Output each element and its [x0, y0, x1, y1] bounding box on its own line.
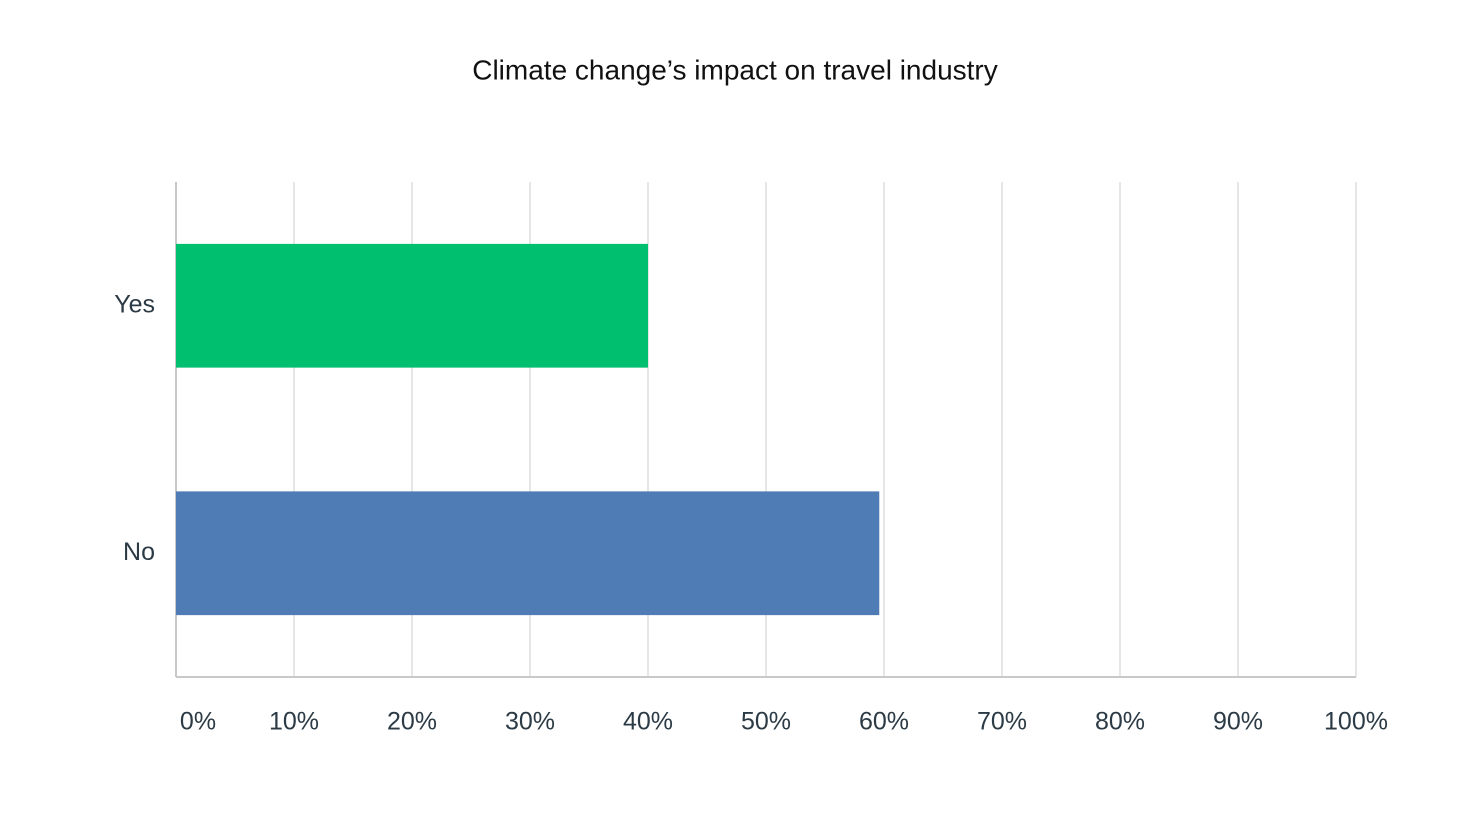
x-tick-label: 20% [387, 708, 437, 736]
x-tick-label: 30% [505, 708, 555, 736]
x-tick-label: 10% [269, 708, 319, 736]
bar [176, 491, 880, 616]
x-tick-label: 40% [623, 708, 673, 736]
y-tick-label: Yes [114, 290, 155, 318]
bar [176, 243, 648, 368]
x-tick-label: 100% [1324, 708, 1388, 736]
x-tick-label: 0% [180, 708, 216, 736]
x-tick-label: 70% [977, 708, 1027, 736]
chart-title: Climate change’s impact on travel indust… [472, 54, 998, 85]
x-tick-label: 90% [1213, 708, 1263, 736]
x-tick-label: 50% [741, 708, 791, 736]
x-tick-label: 60% [859, 708, 909, 736]
y-tick-label: No [123, 538, 155, 566]
x-tick-label: 80% [1095, 708, 1145, 736]
